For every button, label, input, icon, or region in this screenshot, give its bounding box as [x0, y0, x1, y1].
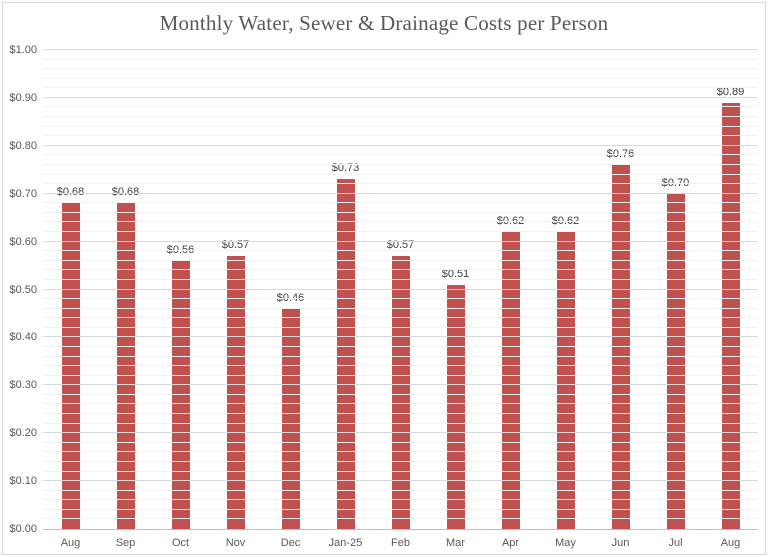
bar-value-label: $0.56: [166, 243, 195, 256]
bar-slot: $0.89 Aug: [703, 50, 758, 549]
x-category-label: Apr: [501, 537, 520, 549]
x-category-label: Sep: [115, 537, 136, 549]
bar-value-label: $0.51: [441, 267, 470, 280]
x-category-label: Mar: [446, 537, 465, 549]
bar: [61, 203, 80, 529]
y-axis: $0.00 $0.10 $0.20 $0.30 $0.40 $0.50 $0.60 $0.70…: [3, 44, 41, 535]
bar: [501, 232, 520, 529]
x-category-label: Aug: [60, 537, 81, 549]
bars-container: $0.68 Aug $0.68 Sep $0.56 Oct $0.57 Nov $0.46 Dec…: [43, 50, 758, 549]
y-tick-label: $0.70: [9, 187, 37, 200]
bar: [391, 255, 410, 529]
x-category-label: Aug: [720, 537, 741, 549]
bar-slot: $0.76 Jun: [593, 50, 648, 549]
bar-value-label: $0.62: [551, 215, 580, 228]
bar: [556, 232, 575, 529]
x-category-label: Dec: [280, 537, 301, 549]
y-tick-label: $0.80: [9, 139, 37, 152]
bar-slot: $0.68 Sep: [98, 50, 153, 549]
y-tick-label: $0.00: [9, 523, 37, 535]
chart-title: Monthly Water, Sewer & Drainage Costs pe…: [159, 11, 609, 35]
y-tick-label: $0.10: [9, 475, 37, 488]
bar-value-label: $0.70: [661, 176, 690, 189]
bar-slot: $0.62 Apr: [483, 50, 538, 549]
plot-area: $0.68 Aug $0.68 Sep $0.56 Oct $0.57 Nov $0.46 Dec…: [43, 49, 758, 549]
y-tick-label: $0.40: [9, 331, 37, 344]
bar-value-label: $0.62: [496, 215, 525, 228]
y-tick-label: $0.60: [9, 235, 37, 248]
bar: [611, 164, 630, 529]
bar-slot: $0.51 Mar: [428, 50, 483, 549]
bar-value-label: $0.46: [276, 291, 305, 304]
bar: [721, 102, 740, 529]
bar-value-label: $0.57: [386, 238, 415, 251]
bar-slot: $0.62 May: [538, 50, 593, 549]
x-category-label: Oct: [171, 537, 190, 549]
y-tick-label: $0.20: [9, 427, 37, 440]
bar-slot: $0.73 Jan-25: [318, 50, 373, 549]
bar-slot: $0.70 Jul: [648, 50, 703, 549]
bar-slot: $0.46 Dec: [263, 50, 318, 549]
bar-value-label: $0.76: [606, 147, 635, 160]
bar: [226, 255, 245, 529]
bar-value-label: $0.57: [221, 238, 250, 251]
bar: [281, 308, 300, 529]
bar: [116, 203, 135, 529]
bar-value-label: $0.73: [331, 162, 360, 175]
bar: [171, 260, 190, 529]
x-category-label: Jan-25: [328, 537, 363, 549]
bar-value-label: $0.89: [716, 85, 745, 98]
y-tick-label: $0.50: [9, 283, 37, 296]
x-category-label: Jul: [668, 537, 683, 549]
y-tick-label: $1.00: [9, 44, 37, 56]
x-category-label: May: [555, 537, 576, 549]
bar-value-label: $0.68: [111, 186, 140, 199]
y-tick-label: $0.90: [9, 91, 37, 104]
x-category-label: Jun: [611, 537, 630, 549]
bar-slot: $0.56 Oct: [153, 50, 208, 549]
bar: [666, 193, 685, 529]
y-tick-label: $0.30: [9, 379, 37, 392]
x-category-label: Nov: [225, 537, 246, 549]
bar-slot: $0.57 Nov: [208, 50, 263, 549]
bar-value-label: $0.68: [56, 186, 85, 199]
bar-slot: $0.68 Aug: [43, 50, 98, 549]
bar-slot: $0.57 Feb: [373, 50, 428, 549]
bar: [336, 179, 355, 529]
bar: [446, 284, 465, 529]
x-category-label: Feb: [391, 537, 410, 549]
